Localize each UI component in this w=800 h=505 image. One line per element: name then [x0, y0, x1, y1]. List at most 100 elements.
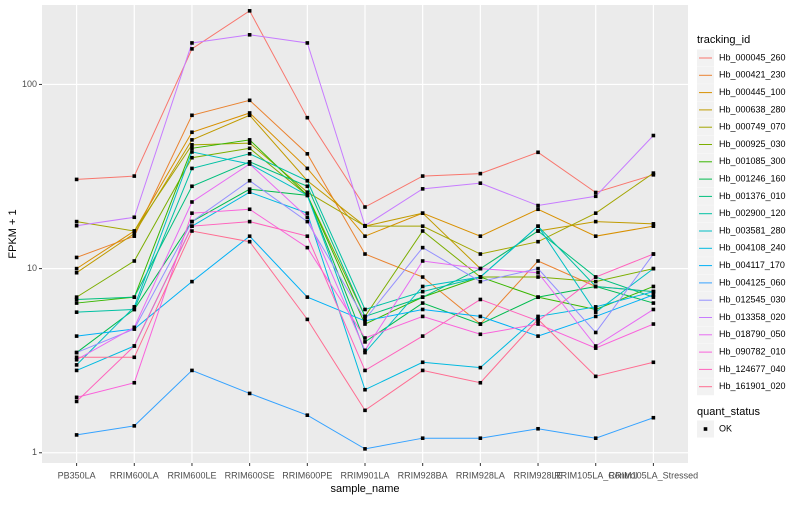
data-point — [478, 380, 483, 385]
data-point — [363, 307, 367, 312]
data-point — [305, 215, 310, 220]
data-point — [363, 223, 367, 228]
data-point — [536, 150, 540, 155]
data-point — [247, 190, 252, 194]
data-point — [593, 344, 598, 348]
data-point — [305, 219, 310, 224]
legend-label: Hb_000925_030 — [719, 139, 786, 149]
data-point — [478, 181, 483, 185]
data-point — [363, 348, 367, 353]
data-point — [420, 368, 425, 373]
data-point — [363, 252, 367, 256]
data-point — [190, 200, 194, 204]
data-point — [593, 284, 598, 289]
data-point — [593, 436, 598, 440]
data-point — [247, 391, 252, 396]
legend-label: Hb_018790_050 — [719, 329, 786, 339]
data-point — [305, 152, 310, 156]
x-tick-label: RRIM105LA_Stressed — [609, 470, 699, 480]
legend-label: Hb_000749_070 — [719, 122, 786, 132]
data-point — [132, 229, 137, 233]
data-point — [651, 322, 656, 326]
data-point — [420, 259, 425, 263]
data-point — [305, 295, 310, 299]
data-point — [190, 224, 194, 228]
data-point — [593, 219, 598, 224]
legend-label: Hb_161901_020 — [719, 381, 786, 391]
data-point — [651, 222, 656, 226]
legend-label: Hb_090782_010 — [719, 346, 786, 356]
legend-label: Hb_000445_100 — [719, 87, 786, 97]
x-axis-title: sample_name — [330, 483, 399, 495]
data-point — [363, 205, 367, 209]
data-point — [190, 146, 194, 151]
x-tick-label: RRIM928LA — [456, 470, 505, 480]
data-point — [132, 355, 137, 360]
data-point — [74, 266, 79, 271]
data-point — [190, 184, 194, 189]
y-tick-label: 100 — [22, 79, 37, 89]
legend-label: Hb_000421_230 — [719, 70, 786, 80]
data-point — [593, 194, 598, 199]
data-point — [190, 155, 194, 160]
data-point — [651, 266, 656, 271]
data-point — [305, 245, 310, 250]
data-point — [190, 150, 194, 154]
data-point — [593, 374, 598, 379]
x-tick-label: RRIM105LA_Control — [554, 470, 637, 480]
data-point — [536, 317, 540, 322]
data-point — [190, 113, 194, 118]
data-point — [305, 184, 310, 189]
data-point — [74, 357, 79, 362]
data-point — [74, 395, 79, 400]
data-point — [420, 229, 425, 233]
data-point — [247, 113, 252, 118]
data-point — [190, 47, 194, 51]
data-point — [74, 177, 79, 182]
data-point — [593, 310, 598, 314]
data-point — [420, 307, 425, 312]
data-point — [363, 340, 367, 344]
data-point — [132, 259, 137, 263]
data-point — [420, 275, 425, 279]
data-point — [593, 211, 598, 215]
data-point — [74, 301, 79, 305]
data-point — [363, 350, 367, 355]
legend-label: Hb_004125_060 — [719, 277, 786, 287]
data-point — [247, 141, 252, 145]
data-point — [420, 295, 425, 299]
data-point — [420, 314, 425, 319]
data-point — [478, 365, 483, 370]
data-point — [478, 252, 483, 256]
data-point — [247, 138, 252, 142]
data-point — [74, 297, 79, 302]
data-point — [536, 229, 540, 233]
data-point — [132, 307, 137, 312]
data-point — [305, 234, 310, 238]
data-point — [651, 224, 656, 228]
data-point — [247, 111, 252, 115]
data-point — [74, 270, 79, 275]
data-point — [132, 344, 137, 348]
data-point — [74, 310, 79, 314]
x-tick-label: RRIM600SE — [225, 470, 275, 480]
data-point — [132, 234, 137, 238]
data-point — [305, 41, 310, 45]
data-point — [536, 207, 540, 212]
data-point — [478, 279, 483, 284]
data-point — [593, 305, 598, 309]
data-point — [247, 187, 252, 191]
legend-label: Hb_013358_020 — [719, 312, 786, 322]
data-point — [247, 239, 252, 244]
data-point — [478, 275, 483, 279]
data-point — [593, 346, 598, 350]
data-point — [74, 219, 79, 224]
data-point — [363, 336, 367, 340]
data-point — [363, 322, 367, 326]
data-point — [593, 307, 598, 312]
data-point — [247, 234, 252, 238]
data-point — [651, 415, 656, 420]
data-point — [190, 229, 194, 233]
data-point — [74, 355, 79, 360]
